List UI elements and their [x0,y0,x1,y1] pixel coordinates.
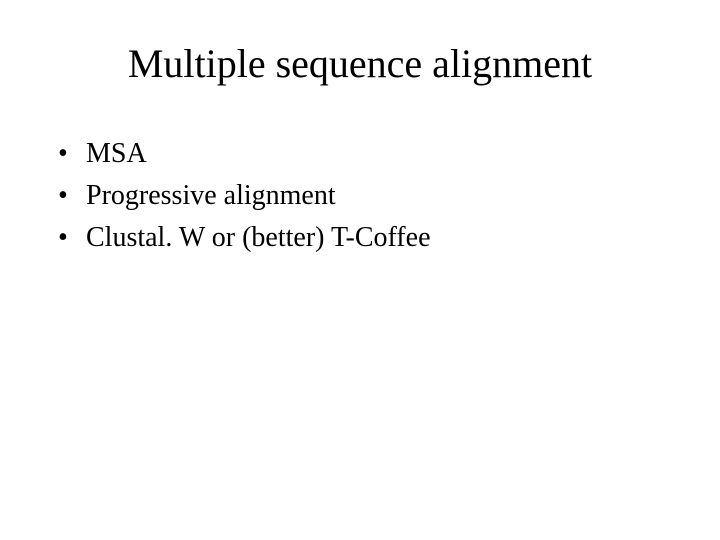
bullet-list: MSA Progressive alignment Clustal. W or … [0,135,720,256]
slide-container: Multiple sequence alignment MSA Progress… [0,0,720,540]
list-item: MSA [58,135,720,173]
list-item: Clustal. W or (better) T-Coffee [58,219,720,257]
list-item: Progressive alignment [58,177,720,215]
slide-title: Multiple sequence alignment [0,40,720,87]
